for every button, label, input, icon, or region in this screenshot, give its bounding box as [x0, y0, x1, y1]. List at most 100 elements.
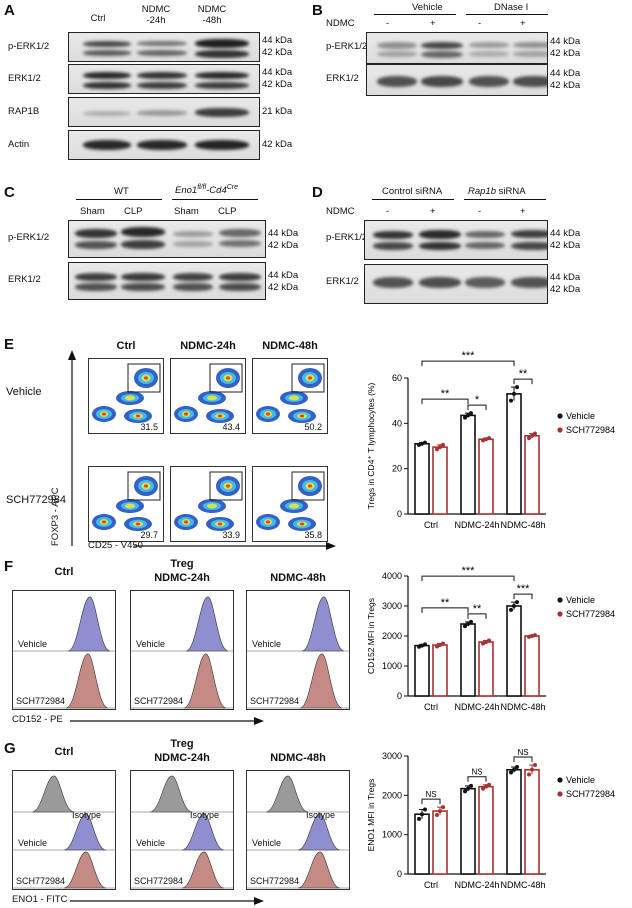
- bar: [432, 810, 448, 875]
- gate-percentage: 31.5: [140, 422, 158, 432]
- density-contour: [266, 520, 270, 524]
- panel-header: Treg: [170, 558, 194, 570]
- data-point: [469, 411, 473, 416]
- y-tick-label: 0: [397, 869, 402, 879]
- track-label: SCH772984: [250, 876, 299, 886]
- x-axis-label: CD152 - PE: [12, 714, 63, 725]
- group-bar: [76, 199, 162, 200]
- blot-band: [377, 51, 417, 57]
- density-contour: [226, 376, 230, 380]
- panel-label-g: G: [4, 740, 16, 757]
- data-point: [512, 767, 516, 772]
- data-point: [466, 786, 470, 791]
- significance-bracket: [513, 378, 533, 385]
- row-label: RAP1B: [8, 106, 40, 117]
- blot-band: [75, 273, 117, 281]
- bar: [414, 813, 430, 875]
- data-point: [423, 440, 427, 445]
- group-bar: [172, 199, 258, 200]
- y-tick-label: 40: [392, 418, 402, 428]
- column-header: Ctrl: [116, 340, 136, 352]
- histogram-plot: Vehicle SCH772984: [130, 770, 234, 890]
- histogram-peak: [181, 813, 225, 851]
- blot-band: [121, 227, 165, 237]
- group-label: Vehicle: [412, 2, 443, 13]
- density-contour: [289, 395, 299, 401]
- blot-band: [75, 241, 117, 249]
- blot-band: [373, 277, 413, 288]
- blot-band: [373, 231, 413, 239]
- data-point: [527, 634, 531, 639]
- data-point: [463, 415, 467, 420]
- legend-label: SCH772984: [566, 425, 615, 435]
- significance-bracket: [421, 398, 469, 405]
- isotype-label: Isotype: [72, 810, 102, 820]
- column-header: NDMC-24h: [154, 572, 210, 584]
- panel-label-f: F: [4, 558, 14, 575]
- density-contour: [125, 503, 135, 509]
- density-contour: [102, 412, 106, 416]
- data-point: [530, 634, 534, 638]
- blot-band: [469, 76, 509, 87]
- y-tick-label: 1000: [382, 830, 402, 840]
- significance-label: NS: [471, 768, 482, 777]
- category-label: NDMC-48h: [500, 880, 545, 890]
- legend-marker: [557, 413, 563, 419]
- treatment-label: NDMC: [326, 18, 355, 29]
- blot-band: [421, 76, 463, 87]
- data-point: [484, 437, 488, 442]
- panel-label-a: A: [4, 2, 15, 19]
- blot-band: [195, 72, 249, 79]
- blot-band: [421, 42, 463, 49]
- track-label: Vehicle: [252, 639, 281, 649]
- y-axis-label: CD152 MFI in Tregs: [366, 598, 376, 674]
- flow-density-plot: 50.2: [252, 358, 328, 434]
- row-label: ERK1/2: [8, 73, 41, 84]
- density-contour: [226, 484, 230, 488]
- group-label: Rap1b siRNA: [468, 186, 526, 197]
- significance-label: NS: [517, 748, 528, 757]
- data-point: [420, 812, 424, 817]
- legend-marker: [557, 791, 563, 797]
- blot-band: [513, 51, 547, 57]
- row-label: p-ERK1/2: [326, 232, 368, 243]
- category-label: Ctrl: [424, 702, 438, 712]
- histogram-peak: [265, 775, 309, 813]
- density-contour: [217, 522, 223, 526]
- blot-band: [75, 283, 117, 291]
- track-label: SCH772984: [134, 876, 183, 886]
- western-blot-strip: [366, 32, 548, 64]
- blot-band: [83, 72, 131, 79]
- bar: [506, 393, 522, 515]
- significance-label: ***: [462, 565, 476, 577]
- histogram-plot: Vehicle SCH772984: [246, 770, 350, 890]
- density-contour: [184, 520, 188, 524]
- kda-marker: 44 kDa 42 kDa: [550, 272, 581, 295]
- x-axis-arrow: [70, 717, 264, 725]
- data-point: [487, 782, 491, 787]
- treatment-sign: -: [386, 206, 390, 217]
- row-label: p-ERK1/2: [326, 41, 368, 52]
- significance-bracket: [467, 776, 487, 782]
- western-blot-strip: [68, 64, 260, 94]
- arrow-head: [68, 350, 76, 360]
- significance-label: **: [519, 368, 528, 380]
- data-point: [533, 763, 537, 768]
- western-blot-strip: [68, 130, 260, 160]
- data-point: [481, 438, 485, 443]
- data-point: [515, 385, 519, 390]
- row-label: ERK1/2: [326, 73, 359, 84]
- blot-band: [83, 50, 131, 56]
- bar: [506, 768, 522, 875]
- row-label: p-ERK1/2: [8, 41, 50, 52]
- blot-band: [137, 82, 187, 89]
- blot-band: [511, 230, 547, 238]
- data-point: [435, 644, 439, 649]
- track-label: Vehicle: [136, 838, 165, 848]
- chart-e: 0 20 40 60 Tregs in CD4⁺ T lymphocytes (%) Ct…: [366, 350, 615, 530]
- significance-bracket: [421, 798, 441, 805]
- blot-band: [195, 39, 249, 48]
- data-point: [530, 433, 534, 438]
- data-point: [533, 431, 537, 436]
- significance-label: **: [441, 388, 450, 400]
